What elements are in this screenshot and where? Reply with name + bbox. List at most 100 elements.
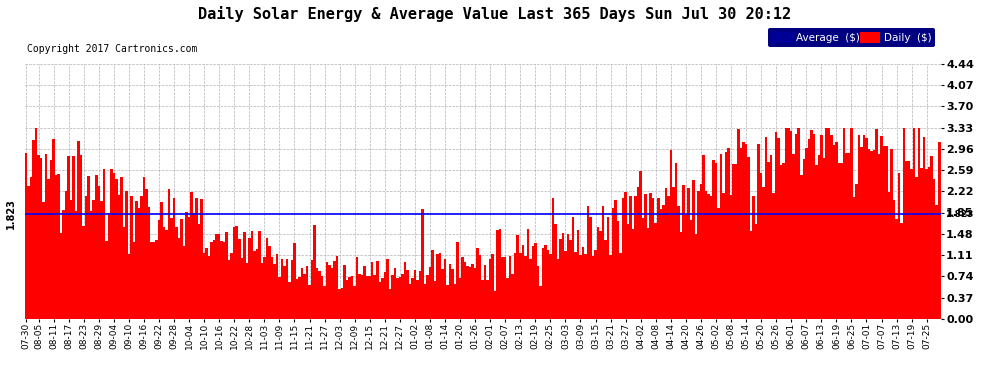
Bar [303, 274, 306, 319]
Bar [226, 232, 228, 319]
Bar [740, 148, 742, 319]
Bar [517, 235, 519, 319]
Bar [90, 211, 92, 319]
Bar [845, 153, 847, 319]
Bar [630, 196, 632, 319]
Bar [805, 148, 808, 319]
Bar [885, 146, 888, 319]
Bar [602, 206, 604, 319]
Bar [690, 220, 692, 319]
Bar [825, 128, 828, 319]
Bar [231, 254, 233, 319]
Bar [918, 128, 921, 319]
Bar [710, 196, 712, 319]
Bar [795, 134, 798, 319]
Bar [662, 204, 664, 319]
Bar [275, 254, 278, 319]
Bar [148, 207, 150, 319]
Bar [25, 153, 28, 319]
Bar [82, 226, 85, 319]
Bar [421, 209, 424, 319]
Bar [195, 198, 198, 319]
Bar [146, 189, 148, 319]
Bar [742, 142, 744, 319]
Bar [597, 227, 599, 319]
Bar [542, 248, 545, 319]
Text: Copyright 2017 Cartronics.com: Copyright 2017 Cartronics.com [27, 44, 197, 54]
Bar [850, 128, 852, 319]
Bar [865, 138, 868, 319]
Bar [733, 164, 735, 319]
Bar [150, 242, 152, 319]
Bar [767, 162, 770, 319]
Bar [890, 149, 893, 319]
Bar [730, 195, 733, 319]
Bar [687, 188, 690, 319]
Bar [888, 192, 890, 319]
Bar [213, 240, 216, 319]
Bar [875, 129, 878, 319]
Bar [679, 232, 682, 319]
Legend: Average  ($), Daily  ($): Average ($), Daily ($) [767, 28, 936, 47]
Bar [399, 277, 401, 319]
Bar [404, 262, 406, 319]
Bar [842, 128, 845, 319]
Bar [329, 265, 331, 319]
Bar [463, 262, 466, 319]
Bar [286, 260, 288, 319]
Bar [248, 238, 250, 319]
Bar [92, 200, 95, 319]
Bar [110, 169, 113, 319]
Bar [316, 268, 319, 319]
Bar [707, 194, 710, 319]
Bar [592, 256, 594, 319]
Bar [336, 255, 339, 319]
Bar [236, 226, 238, 319]
Bar [341, 288, 344, 319]
Bar [283, 266, 286, 319]
Bar [862, 135, 865, 319]
Bar [54, 176, 57, 319]
Bar [77, 141, 80, 319]
Bar [97, 186, 100, 319]
Bar [695, 234, 697, 319]
Bar [288, 282, 291, 319]
Bar [873, 150, 875, 319]
Bar [33, 140, 35, 319]
Bar [728, 148, 730, 319]
Bar [569, 240, 571, 319]
Bar [448, 264, 451, 319]
Bar [775, 132, 777, 319]
Bar [908, 161, 911, 319]
Bar [391, 275, 394, 319]
Bar [243, 232, 246, 319]
Bar [65, 191, 67, 319]
Bar [632, 229, 635, 319]
Bar [411, 278, 414, 319]
Bar [246, 263, 248, 319]
Bar [326, 262, 329, 319]
Bar [193, 213, 195, 319]
Bar [757, 144, 760, 319]
Bar [416, 280, 419, 319]
Bar [931, 156, 933, 319]
Bar [880, 136, 883, 319]
Bar [860, 147, 862, 319]
Bar [705, 192, 707, 319]
Bar [760, 173, 762, 319]
Bar [108, 213, 110, 319]
Bar [48, 178, 50, 319]
Bar [358, 274, 361, 319]
Bar [828, 128, 830, 319]
Bar [554, 224, 556, 319]
Bar [893, 200, 895, 319]
Bar [798, 128, 800, 319]
Bar [715, 164, 717, 319]
Bar [120, 177, 123, 319]
Bar [921, 168, 923, 319]
Bar [180, 219, 183, 319]
Bar [749, 231, 752, 319]
Bar [363, 266, 366, 319]
Bar [813, 134, 815, 319]
Bar [371, 262, 373, 319]
